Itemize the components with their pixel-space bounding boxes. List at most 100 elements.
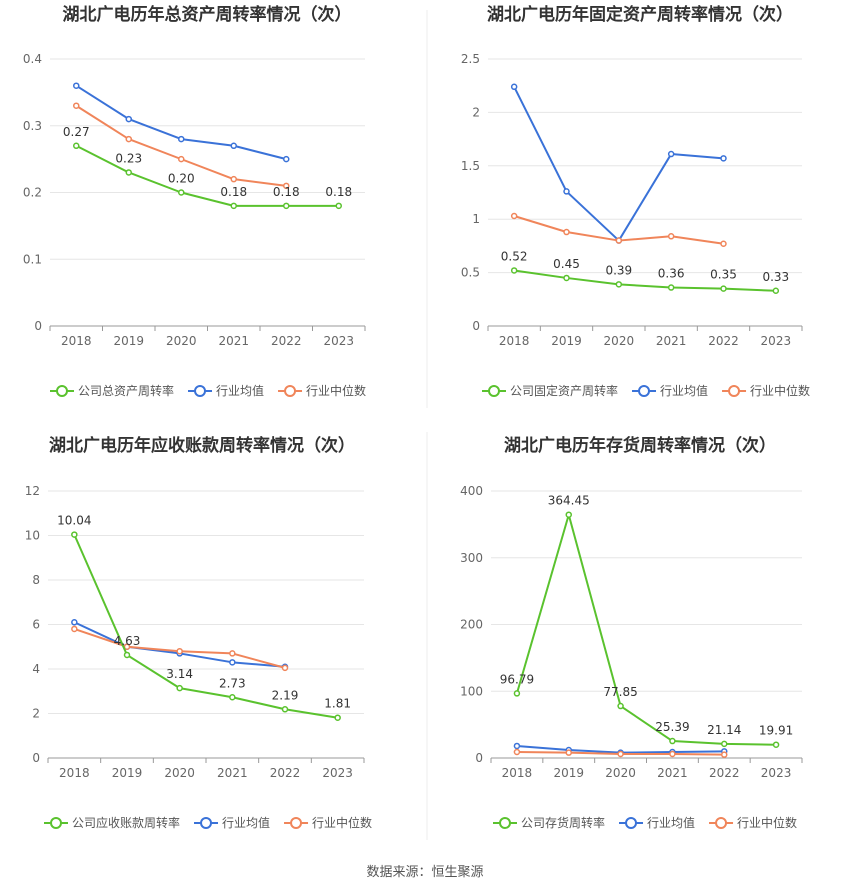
data-point-avg[interactable] (229, 659, 236, 666)
data-point-median[interactable] (513, 748, 521, 756)
legend-item-company[interactable]: 公司应收账款周转率 (44, 815, 180, 830)
data-point-median[interactable] (565, 749, 572, 756)
data-point-avg[interactable] (283, 155, 290, 163)
data-point-median[interactable] (125, 135, 132, 143)
data-point-company[interactable] (334, 714, 341, 721)
x-tick-label: 2018 (61, 334, 92, 348)
data-point-median[interactable] (563, 228, 570, 236)
data-point-company[interactable] (563, 274, 570, 282)
data-point-company[interactable] (283, 202, 290, 210)
legend-item-avg[interactable]: 行业均值 (194, 815, 270, 830)
data-point-company[interactable] (335, 202, 342, 210)
data-label: 1.81 (324, 697, 351, 711)
data-point-avg[interactable] (71, 619, 78, 626)
data-point-company[interactable] (565, 511, 572, 518)
data-point-company[interactable] (721, 740, 728, 748)
legend-marker-icon (638, 385, 651, 397)
legend-item-median[interactable]: 行业中位数 (722, 383, 810, 398)
legend-item-median[interactable]: 行业中位数 (284, 815, 372, 830)
data-point-company[interactable] (772, 741, 780, 748)
x-tick-label: 2022 (270, 766, 301, 780)
y-tick-label: 400 (460, 484, 483, 498)
data-point-median[interactable] (73, 102, 80, 109)
y-tick-label: 2 (472, 105, 480, 119)
data-point-company[interactable] (178, 189, 185, 196)
data-label: 0.35 (710, 268, 737, 282)
data-point-median[interactable] (281, 664, 289, 672)
data-label: 0.18 (220, 185, 247, 199)
legend-item-median[interactable]: 行业中位数 (709, 815, 797, 830)
data-point-avg[interactable] (667, 150, 675, 158)
data-point-median[interactable] (617, 750, 624, 758)
data-point-avg[interactable] (720, 155, 727, 162)
legend-item-avg[interactable]: 行业均值 (632, 383, 708, 398)
legend-item-avg[interactable]: 行业均值 (619, 815, 695, 830)
legend-item-avg[interactable]: 行业均值 (188, 383, 264, 398)
data-point-company[interactable] (772, 287, 780, 295)
data-point-median[interactable] (283, 182, 290, 190)
y-tick-label: 0.3 (23, 119, 42, 133)
data-point-avg[interactable] (563, 188, 570, 195)
x-tick-label: 2023 (761, 334, 792, 348)
data-point-company[interactable] (667, 284, 675, 291)
x-tick-label: 2019 (113, 334, 144, 348)
data-point-median[interactable] (178, 155, 185, 163)
data-point-company[interactable] (720, 285, 727, 292)
data-point-company[interactable] (176, 684, 183, 692)
data-point-avg[interactable] (73, 82, 80, 89)
y-tick-label: 1.5 (461, 159, 480, 173)
legend-item-company[interactable]: 公司固定资产周转率 (482, 383, 618, 398)
data-point-avg[interactable] (513, 742, 521, 750)
data-point-company[interactable] (73, 142, 80, 150)
data-label: 0.36 (658, 267, 685, 281)
series-line-company (515, 513, 777, 746)
data-label: 0.27 (63, 125, 90, 139)
data-point-company[interactable] (125, 169, 132, 176)
y-tick-label: 0 (32, 751, 40, 765)
legend-marker-icon (56, 385, 68, 397)
data-point-median[interactable] (229, 650, 236, 657)
data-point-company[interactable] (281, 706, 289, 713)
x-tick-label: 2020 (605, 766, 636, 780)
series-line-avg (513, 86, 724, 242)
data-point-median[interactable] (615, 237, 623, 244)
data-point-company[interactable] (510, 267, 518, 274)
data-point-median[interactable] (176, 647, 183, 655)
data-point-company[interactable] (229, 694, 236, 701)
data-label: 0.39 (605, 263, 632, 277)
data-point-median[interactable] (721, 751, 728, 758)
legend-label: 行业中位数 (306, 383, 366, 398)
data-point-avg[interactable] (230, 142, 237, 150)
data-point-company[interactable] (71, 531, 78, 538)
data-point-company[interactable] (230, 202, 237, 210)
data-point-avg[interactable] (178, 135, 185, 143)
data-point-median[interactable] (669, 750, 676, 758)
data-label: 19.91 (759, 724, 793, 738)
data-point-median[interactable] (720, 240, 727, 248)
data-point-avg[interactable] (510, 83, 518, 91)
legend-item-company[interactable]: 公司总资产周转率 (50, 383, 174, 398)
series-line-avg (75, 84, 287, 161)
x-tick-label: 2021 (656, 334, 687, 348)
data-point-company[interactable] (615, 281, 623, 288)
data-point-company[interactable] (669, 737, 676, 745)
chart-title: 湖北广电历年总资产周转率情况（次） (63, 4, 352, 25)
data-point-company[interactable] (123, 651, 131, 659)
data-point-avg[interactable] (125, 115, 132, 123)
legend-item-company[interactable]: 公司存货周转率 (493, 815, 605, 830)
legend-item-median[interactable]: 行业中位数 (278, 383, 366, 398)
legend-label: 行业均值 (222, 815, 270, 830)
x-tick-label: 2022 (708, 334, 739, 348)
data-source: 数据来源：恒生聚源 (366, 865, 483, 880)
data-point-median[interactable] (71, 625, 78, 633)
legend-label: 公司存货周转率 (521, 815, 605, 830)
data-point-median[interactable] (230, 175, 237, 183)
y-tick-label: 6 (32, 618, 40, 632)
legend-marker-icon (499, 817, 511, 829)
data-point-median[interactable] (510, 212, 518, 220)
data-point-company[interactable] (617, 702, 624, 710)
data-point-median[interactable] (667, 233, 675, 240)
legend-label: 行业均值 (660, 383, 708, 398)
data-point-company[interactable] (513, 690, 521, 697)
data-point-median[interactable] (123, 643, 131, 650)
